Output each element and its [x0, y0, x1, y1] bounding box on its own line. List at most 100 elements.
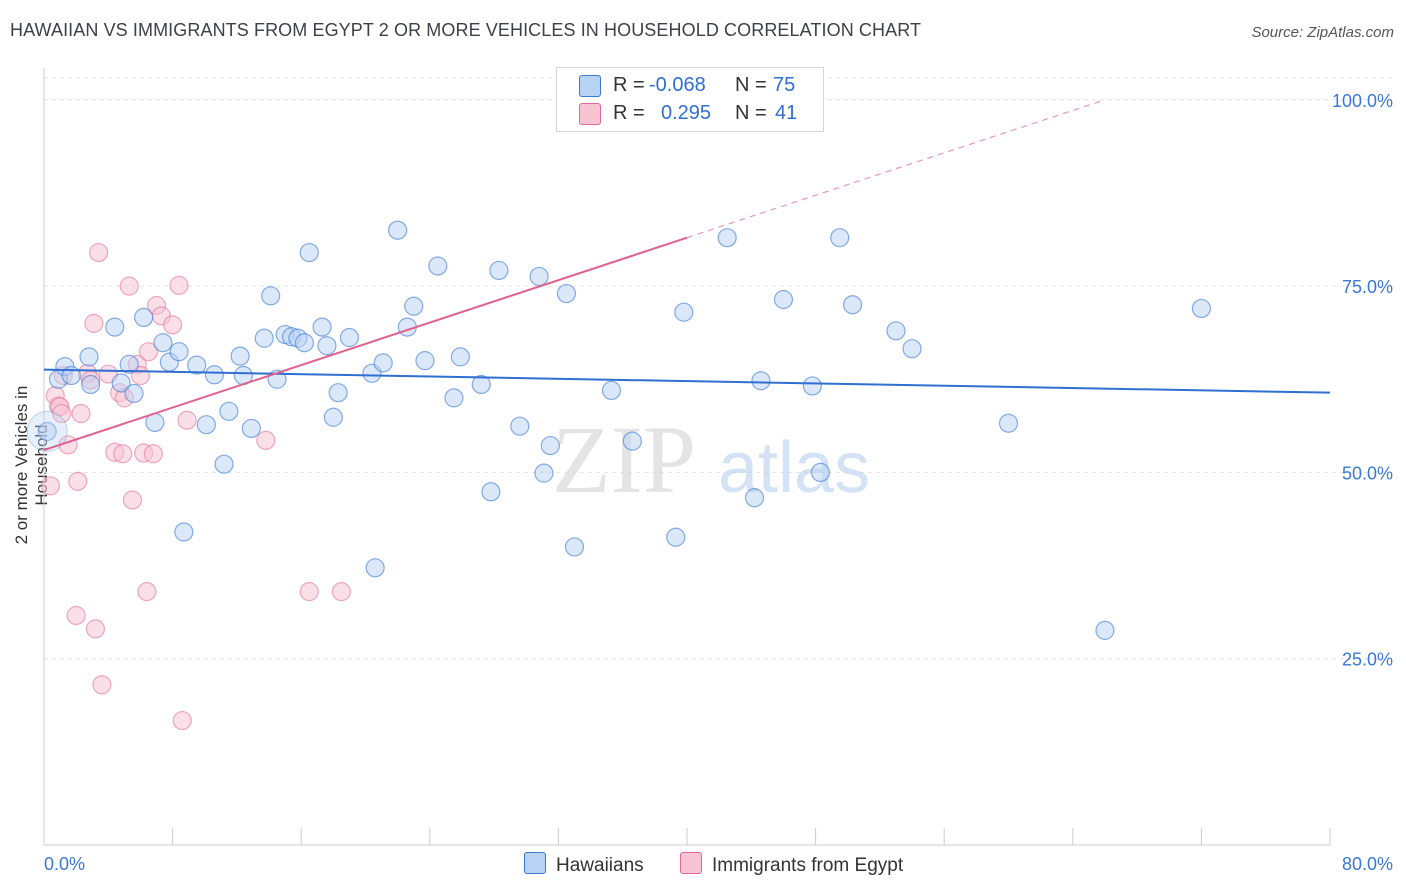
egypt-point: [299, 582, 319, 602]
hawaiians-legend-label: Hawaiians: [556, 855, 644, 876]
stats-row-hawaiians: R = -0.068 N = 75: [557, 72, 823, 100]
egypt-point: [256, 430, 276, 450]
hawaiian-point: [373, 353, 393, 373]
hawaiian-point: [529, 266, 549, 287]
hawaiian-point: [415, 351, 435, 371]
egypt-point: [177, 410, 197, 430]
hawaiian-point: [428, 256, 448, 276]
egypt-point: [66, 605, 86, 626]
r-label: R =: [613, 74, 645, 96]
n-value: 75: [773, 74, 796, 96]
hawaiian-point: [601, 380, 622, 401]
hawaiian-point: [339, 327, 360, 348]
hawaiian-point: [37, 421, 57, 442]
hawaiian-point: [317, 336, 337, 356]
hawaiian-point: [79, 347, 99, 367]
hawaiian-point: [717, 228, 737, 248]
egypt-point: [163, 315, 183, 335]
r-value: -0.068: [649, 74, 706, 96]
egypt-point: [71, 403, 91, 424]
y-tick-label: 75.0%: [1342, 277, 1393, 297]
chart-title: HAWAIIAN VS IMMIGRANTS FROM EGYPT 2 OR M…: [10, 20, 922, 40]
hawaiian-point: [450, 347, 470, 367]
hawaiian-point: [751, 371, 771, 391]
x-tick-label-min: 0.0%: [44, 854, 85, 874]
egypt-point: [137, 582, 157, 602]
egypt-point: [68, 471, 88, 491]
hawaiian-point: [842, 295, 863, 315]
hawaiian-large-point: [26, 410, 68, 452]
egypt-point: [84, 313, 104, 333]
hawaiian-point: [219, 401, 239, 421]
hawaiian-point: [169, 342, 189, 362]
egypt-point: [169, 275, 189, 295]
hawaiian-point: [622, 431, 642, 451]
hawaiian-point: [830, 228, 850, 248]
hawaiian-point: [312, 317, 332, 337]
stats-row-egypt: R = 0.295 N = 41: [557, 100, 823, 128]
egypt-point: [85, 619, 106, 639]
stats-legend: R = -0.068 N = 75 R = 0.295 N = 41: [556, 67, 824, 132]
hawaiians-swatch: [579, 75, 601, 97]
hawaiian-point: [241, 418, 261, 439]
hawaiian-point: [1191, 298, 1212, 319]
egypt-point: [113, 444, 133, 464]
hawaiian-point: [230, 346, 250, 366]
hawaiian-point: [174, 522, 194, 542]
hawaiian-point: [261, 286, 281, 306]
hawaiian-point: [773, 289, 794, 310]
source-label: Source: ZipAtlas.com: [1251, 24, 1394, 41]
hawaiians-legend-swatch: [524, 852, 546, 874]
n-label: N =: [735, 74, 767, 96]
egypt-trend-line: [43, 236, 688, 451]
hawaiian-point: [187, 355, 207, 375]
watermark-zip: ZIP: [552, 406, 696, 513]
y-tick-label: 50.0%: [1342, 463, 1393, 483]
n-value: 41: [775, 102, 798, 124]
hawaiian-point: [540, 435, 560, 456]
hawaiian-point: [119, 354, 139, 374]
hawaiian-point: [196, 415, 216, 435]
hawaiian-point: [886, 321, 906, 341]
egypt-point: [89, 242, 109, 263]
hawaiian-point: [744, 488, 765, 508]
hawaiian-point: [214, 454, 234, 474]
hawaiian-point: [153, 333, 173, 353]
n-label: N =: [735, 102, 767, 124]
egypt-point: [92, 675, 112, 695]
hawaiian-point: [323, 407, 343, 427]
y-tick-label: 25.0%: [1342, 650, 1393, 670]
egypt-point: [122, 490, 143, 510]
legend-item-hawaiians: Hawaiians: [524, 852, 644, 877]
egypt-legend-swatch: [680, 852, 702, 874]
hawaiian-point: [388, 220, 408, 240]
y-tick-label: 100.0%: [1332, 91, 1393, 111]
egypt-legend-label: Immigrants from Egypt: [712, 855, 904, 876]
hawaiian-point: [299, 242, 319, 263]
hawaiian-point: [1095, 620, 1115, 640]
egypt-trend-extension: [686, 99, 1106, 239]
hawaiian-point: [481, 482, 501, 502]
hawaiian-point: [444, 388, 464, 408]
hawaiian-point: [489, 260, 509, 281]
hawaiian-point: [564, 537, 585, 557]
hawaiian-point: [204, 365, 224, 385]
watermark-atlas: atlas: [718, 428, 870, 508]
hawaiian-point: [294, 333, 315, 353]
x-tick-label-max: 80.0%: [1342, 854, 1393, 874]
hawaiian-point: [254, 328, 274, 348]
egypt-point: [172, 710, 192, 731]
egypt-point: [119, 276, 139, 296]
hawaiian-point: [105, 317, 125, 337]
hawaiian-point: [328, 383, 348, 403]
hawaiian-point: [810, 462, 831, 483]
hawaiian-point: [674, 302, 694, 322]
egypt-point: [40, 476, 61, 496]
hawaiian-point: [471, 374, 491, 395]
egypt-point: [52, 403, 72, 424]
hawaiian-point: [802, 376, 822, 396]
egypt-swatch: [579, 103, 601, 125]
hawaiian-point: [510, 416, 530, 436]
hawaiian-point: [666, 527, 686, 547]
